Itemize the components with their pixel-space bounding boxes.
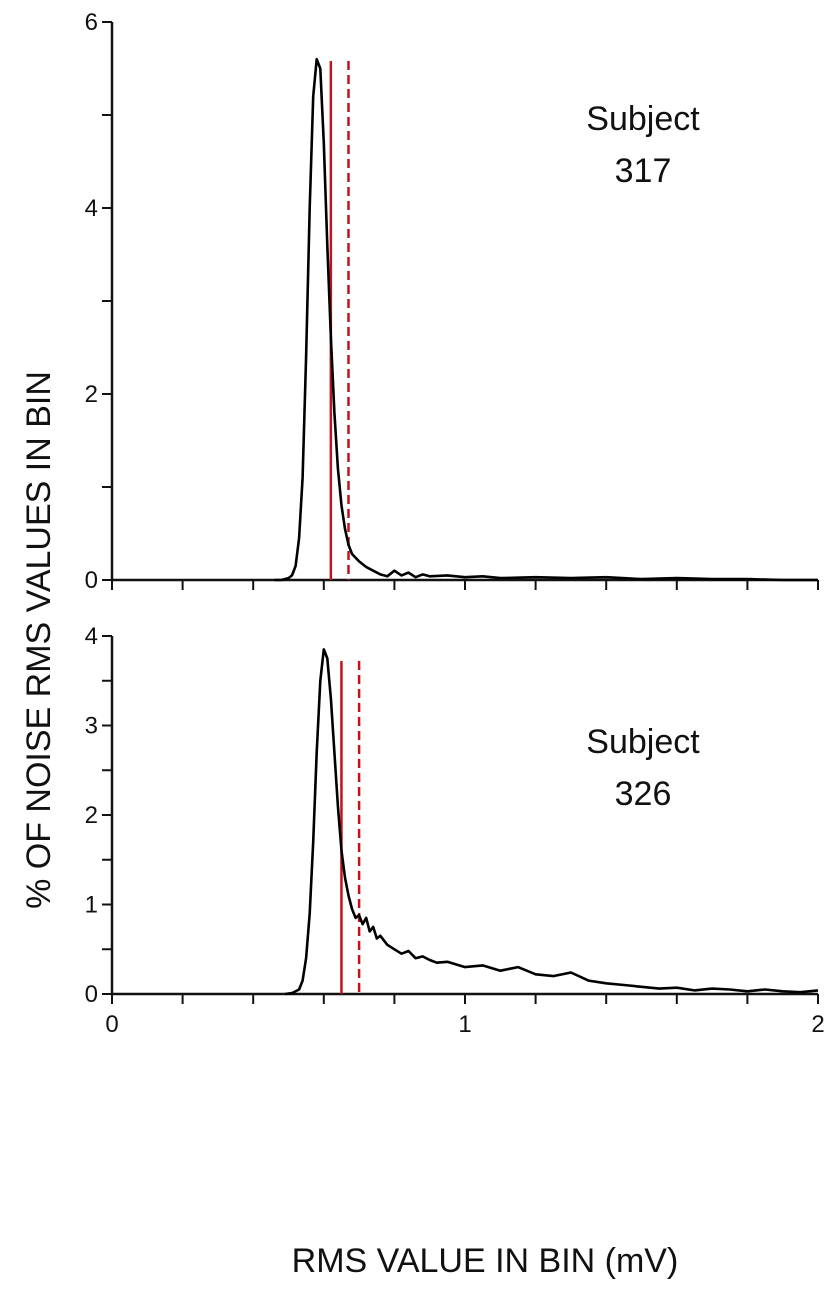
distribution-curve	[274, 57, 818, 582]
x-tick-label: 1	[458, 1011, 471, 1038]
y-tick-label: 0	[85, 981, 98, 1008]
y-tick-label: 0	[85, 567, 98, 594]
distribution-curve	[284, 648, 819, 996]
y-tick-label: 4	[85, 623, 98, 650]
y-tick-label: 2	[85, 802, 98, 829]
y-tick-label: 3	[85, 713, 98, 740]
subject-annotation: Subject	[586, 100, 700, 138]
y-tick-label: 6	[85, 9, 98, 36]
panel-subject-326: 0 1 2 3 4 0 1 2 Subject 326	[85, 623, 825, 1038]
y-tick-label: 1	[85, 892, 98, 919]
panel-subject-317: 0 2 4 6 Subject 317	[85, 9, 819, 594]
subject-annotation: 317	[615, 152, 672, 190]
y-tick-label: 2	[85, 381, 98, 408]
y-axis-label: % OF NOISE RMS VALUES IN BIN	[20, 371, 58, 909]
x-tick-label: 0	[105, 1011, 118, 1038]
x-axis-label: RMS VALUE IN BIN (mV)	[292, 1242, 679, 1280]
x-tick-label: 2	[811, 1011, 824, 1038]
subject-annotation: Subject	[586, 723, 700, 761]
subject-annotation: 326	[615, 775, 672, 813]
y-tick-label: 4	[85, 195, 98, 222]
